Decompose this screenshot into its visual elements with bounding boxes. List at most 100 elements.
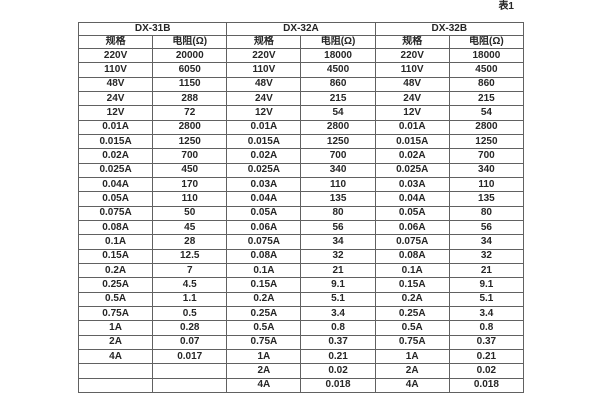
table-body: 220V 20000 220V 18000 220V 18000 110V 6050 110V 4… xyxy=(77,47,525,394)
table-cell xyxy=(152,363,228,379)
table-cell: 12V xyxy=(374,105,450,121)
table-cell: 21 xyxy=(300,262,376,279)
table-cell: 3.4 xyxy=(300,305,376,322)
table-cell: 20000 xyxy=(152,47,228,64)
table-cell: 215 xyxy=(448,90,525,107)
table-cell: 1A xyxy=(226,348,302,365)
table-cell: 0.75A xyxy=(77,305,154,322)
table-cell: 12V xyxy=(77,105,154,121)
table-cell: 6050 xyxy=(152,62,228,78)
group-header-dx32a: DX-32A xyxy=(226,22,376,36)
table-cell: 9.1 xyxy=(300,277,376,293)
table-cell: 0.08A xyxy=(374,248,450,264)
table-cell: 0.02 xyxy=(300,363,376,379)
table-cell: 4A xyxy=(374,377,450,394)
table-cell: 0.03A xyxy=(226,176,302,193)
table-cell: 0.25A xyxy=(374,305,450,322)
table-cell: 0.018 xyxy=(448,377,525,394)
table-row: 0.075A 50 0.05A 80 0.05A 80 xyxy=(77,205,525,221)
table-cell: 2A xyxy=(374,363,450,379)
table-cell: 21 xyxy=(448,262,525,279)
table-cell: 0.03A xyxy=(374,176,450,193)
group-header-dx32b: DX-32B xyxy=(374,22,525,36)
table-cell: 56 xyxy=(448,219,525,236)
table-cell: 0.15A xyxy=(374,277,450,293)
table-cell: 0.2A xyxy=(374,291,450,307)
table-cell: 0.5A xyxy=(226,320,302,336)
table-cell: 2800 xyxy=(300,119,376,135)
table-row: 0.01A 2800 0.01A 2800 0.01A 2800 xyxy=(77,119,525,135)
table-cell: 48V xyxy=(226,76,302,92)
table-cell: 0.05A xyxy=(374,205,450,221)
table-cell: 340 xyxy=(448,162,525,178)
table-cell: 0.06A xyxy=(226,219,302,236)
table-cell: 1A xyxy=(77,320,154,336)
table-cell: 0.37 xyxy=(448,334,525,350)
table-cell: 24V xyxy=(374,90,450,107)
table-cell: 0.2A xyxy=(77,262,154,279)
table-cell: 0.025A xyxy=(226,162,302,178)
table-cell: 80 xyxy=(300,205,376,221)
table-cell: 3.4 xyxy=(448,305,525,322)
table-row: 0.25A 4.5 0.15A 9.1 0.15A 9.1 xyxy=(77,277,525,293)
table-cell: 110 xyxy=(152,191,228,207)
table-cell: 700 xyxy=(152,148,228,164)
table-cell: 0.075A xyxy=(77,205,154,221)
table-row: 0.1A 28 0.075A 34 0.075A 34 xyxy=(77,234,525,250)
table-cell: 0.5 xyxy=(152,305,228,322)
table-cell: 450 xyxy=(152,162,228,178)
table-cell: 50 xyxy=(152,205,228,221)
table-row: 0.08A 45 0.06A 56 0.06A 56 xyxy=(77,219,525,236)
column-header-resistance: 电阻(Ω) xyxy=(448,35,525,49)
table-cell: 0.8 xyxy=(300,320,376,336)
table-cell: 9.1 xyxy=(448,277,525,293)
table-cell: 54 xyxy=(300,105,376,121)
table-cell: 2A xyxy=(226,363,302,379)
table-row: 1A 0.28 0.5A 0.8 0.5A 0.8 xyxy=(77,320,525,336)
table-row: 4A 0.018 4A 0.018 xyxy=(77,377,525,394)
table-header: DX-31B DX-32A DX-32B 规格 电阻(Ω) 规格 电阻(Ω) 规… xyxy=(77,22,525,49)
table-cell: 0.075A xyxy=(374,234,450,250)
table-row: 2A 0.07 0.75A 0.37 0.75A 0.37 xyxy=(77,334,525,350)
table-cell: 80 xyxy=(448,205,525,221)
table-row: 0.015A 1250 0.015A 1250 0.015A 1250 xyxy=(77,133,525,150)
table-cell: 0.05A xyxy=(226,205,302,221)
table-cell: 0.02A xyxy=(77,148,154,164)
table-cell: 0.07 xyxy=(152,334,228,350)
table-cell: 18000 xyxy=(300,47,376,64)
table-cell: 1A xyxy=(374,348,450,365)
column-header-resistance: 电阻(Ω) xyxy=(300,35,376,49)
table-cell xyxy=(152,377,228,394)
table-cell: 110V xyxy=(77,62,154,78)
group-header-row: DX-31B DX-32A DX-32B xyxy=(77,22,525,36)
table-cell: 4500 xyxy=(300,62,376,78)
table-caption: 表1 xyxy=(498,1,514,12)
table-row: 2A 0.02 2A 0.02 xyxy=(77,363,525,379)
table-row: 48V 1150 48V 860 48V 860 xyxy=(77,76,525,92)
table-cell: 0.1A xyxy=(226,262,302,279)
table-cell: 135 xyxy=(448,191,525,207)
table-cell: 170 xyxy=(152,176,228,193)
table-cell: 340 xyxy=(300,162,376,178)
table-cell: 110 xyxy=(300,176,376,193)
table-cell: 48V xyxy=(374,76,450,92)
table-cell: 4A xyxy=(226,377,302,394)
table-cell: 24V xyxy=(226,90,302,107)
table-cell: 34 xyxy=(448,234,525,250)
table-cell: 28 xyxy=(152,234,228,250)
table-cell: 5.1 xyxy=(448,291,525,307)
table-cell: 34 xyxy=(300,234,376,250)
table-cell: 0.75A xyxy=(226,334,302,350)
table-cell: 0.28 xyxy=(152,320,228,336)
table-row: 0.5A 1.1 0.2A 5.1 0.2A 5.1 xyxy=(77,291,525,307)
table-cell: 4A xyxy=(77,348,154,365)
table-cell: 700 xyxy=(448,148,525,164)
table-cell: 0.04A xyxy=(374,191,450,207)
table-row: 0.2A 7 0.1A 21 0.1A 21 xyxy=(77,262,525,279)
table-cell: 18000 xyxy=(448,47,525,64)
table-cell: 0.5A xyxy=(77,291,154,307)
column-header-row: 规格 电阻(Ω) 规格 电阻(Ω) 规格 电阻(Ω) xyxy=(77,35,525,49)
table-cell: 0.08A xyxy=(226,248,302,264)
table-cell: 1250 xyxy=(152,133,228,150)
